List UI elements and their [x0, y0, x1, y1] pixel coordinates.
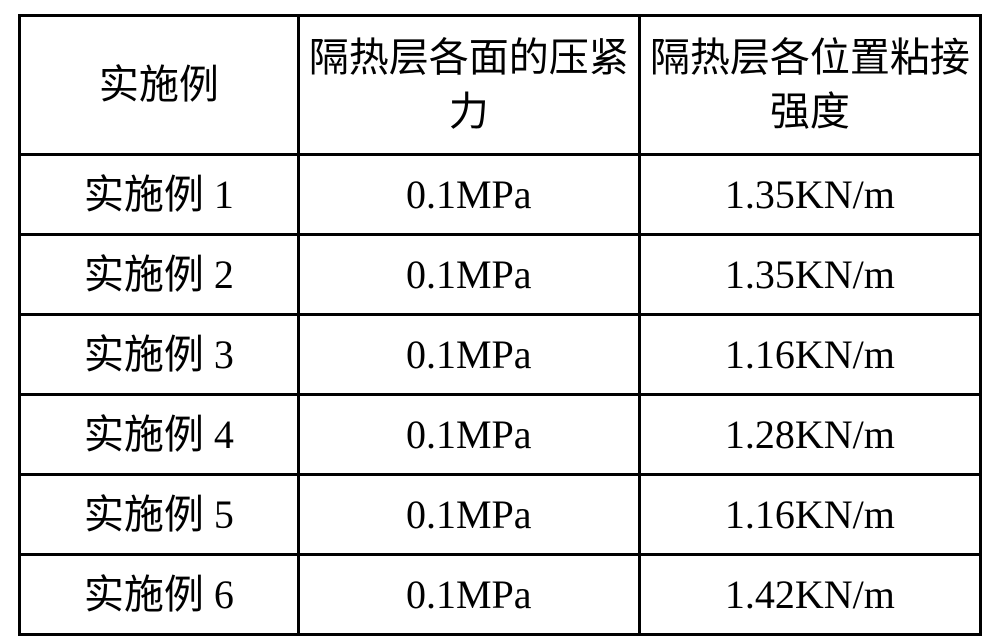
col-header-2: 隔热层各位置粘接强度	[639, 16, 980, 155]
cell: 实施例 5	[20, 475, 299, 555]
table-row: 实施例 2 0.1MPa 1.35KN/m	[20, 235, 981, 315]
table-header-row: 实施例 隔热层各面的压紧力 隔热层各位置粘接强度	[20, 16, 981, 155]
cell: 实施例 2	[20, 235, 299, 315]
table-container: 实施例 隔热层各面的压紧力 隔热层各位置粘接强度 实施例 1 0.1MPa 1.…	[0, 0, 1000, 625]
cell: 1.16KN/m	[639, 475, 980, 555]
cell: 实施例 3	[20, 315, 299, 395]
table-row: 实施例 6 0.1MPa 1.42KN/m	[20, 555, 981, 635]
table-row: 实施例 3 0.1MPa 1.16KN/m	[20, 315, 981, 395]
cell: 0.1MPa	[298, 235, 639, 315]
col-header-1: 隔热层各面的压紧力	[298, 16, 639, 155]
table-row: 实施例 5 0.1MPa 1.16KN/m	[20, 475, 981, 555]
cell: 实施例 1	[20, 155, 299, 235]
cell: 实施例 6	[20, 555, 299, 635]
data-table: 实施例 隔热层各面的压紧力 隔热层各位置粘接强度 实施例 1 0.1MPa 1.…	[18, 14, 982, 636]
cell: 1.35KN/m	[639, 235, 980, 315]
cell: 0.1MPa	[298, 155, 639, 235]
table-row: 实施例 4 0.1MPa 1.28KN/m	[20, 395, 981, 475]
cell: 1.35KN/m	[639, 155, 980, 235]
col-header-0: 实施例	[20, 16, 299, 155]
cell: 1.16KN/m	[639, 315, 980, 395]
cell: 1.28KN/m	[639, 395, 980, 475]
cell: 0.1MPa	[298, 555, 639, 635]
cell: 0.1MPa	[298, 315, 639, 395]
cell: 实施例 4	[20, 395, 299, 475]
cell: 0.1MPa	[298, 395, 639, 475]
table-row: 实施例 1 0.1MPa 1.35KN/m	[20, 155, 981, 235]
cell: 1.42KN/m	[639, 555, 980, 635]
cell: 0.1MPa	[298, 475, 639, 555]
